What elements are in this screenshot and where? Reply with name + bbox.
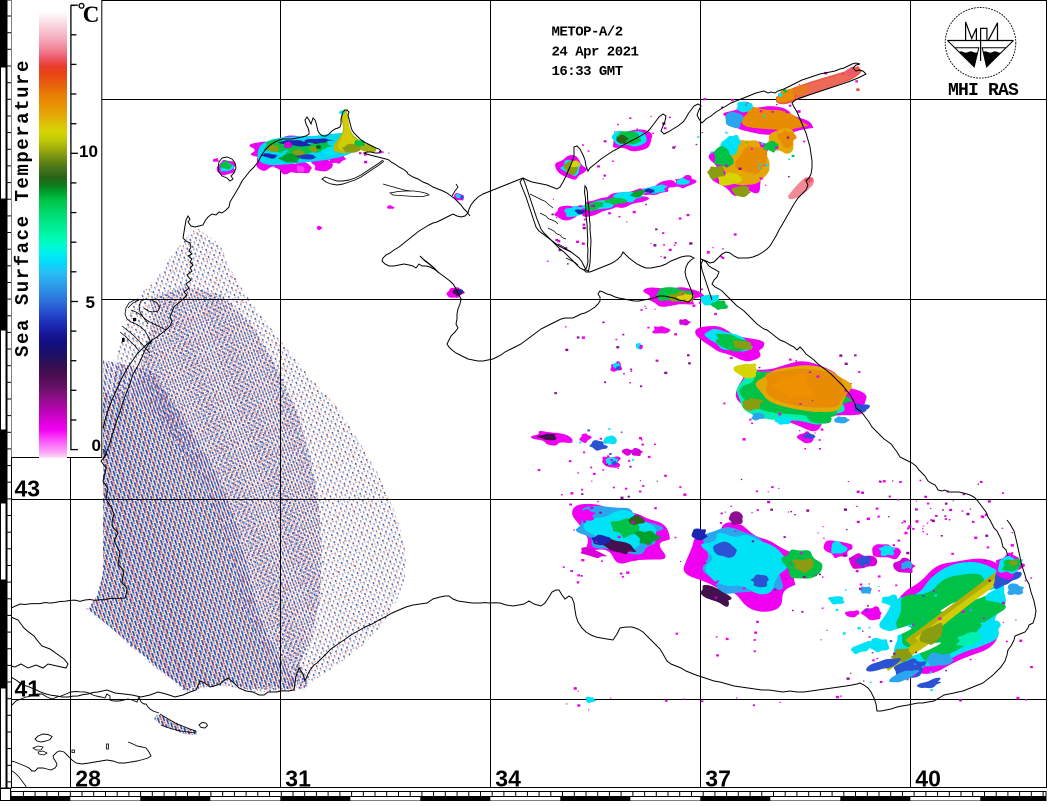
svg-text:40: 40 [915, 766, 941, 792]
svg-text:24 Apr 2021: 24 Apr 2021 [552, 44, 639, 60]
svg-text:MHI RAS: MHI RAS [948, 81, 1019, 101]
svg-text:43: 43 [15, 476, 41, 502]
svg-text:0: 0 [92, 436, 101, 455]
svg-text:41: 41 [15, 676, 41, 702]
svg-text:28: 28 [75, 766, 101, 792]
svg-text:37: 37 [705, 766, 731, 792]
svg-text:5: 5 [86, 293, 95, 312]
svg-text:34: 34 [495, 766, 521, 792]
svg-text:C: C [83, 2, 100, 27]
svg-text:31: 31 [285, 766, 311, 792]
svg-text:METOP-A/2: METOP-A/2 [552, 24, 623, 40]
svg-text:Sea Surface Temperature: Sea Surface Temperature [12, 59, 34, 357]
svg-text:10: 10 [79, 142, 98, 161]
svg-text:16:33 GMT: 16:33 GMT [552, 64, 623, 80]
